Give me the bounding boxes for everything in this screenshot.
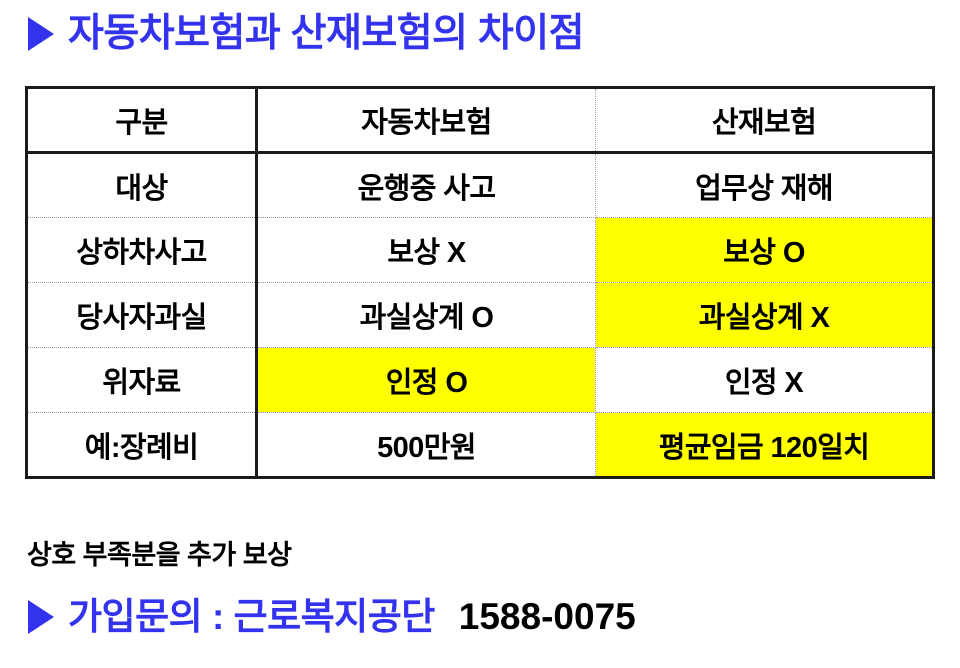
table-row: 위자료 인정 O 인정 X bbox=[25, 347, 935, 413]
contact-phone-number: 1588-0075 bbox=[458, 596, 636, 637]
cell-industrial-insurance: 인정 X bbox=[595, 347, 935, 413]
row-label: 예:장례비 bbox=[25, 412, 258, 479]
table-row: 상하차사고 보상 X 보상 O bbox=[25, 217, 935, 283]
cell-industrial-insurance: 보상 O bbox=[595, 217, 935, 283]
cell-auto-insurance: 운행중 사고 bbox=[255, 152, 596, 218]
column-header-category: 구분 bbox=[25, 86, 258, 154]
table-row: 당사자과실 과실상계 O 과실상계 X bbox=[25, 282, 935, 348]
comparison-table: 구분 자동차보험 산재보험 대상 운행중 사고 업무상 재해 상하차사고 보상 … bbox=[25, 86, 935, 479]
triangle-bullet-icon bbox=[28, 599, 54, 634]
cell-industrial-insurance: 업무상 재해 bbox=[595, 152, 935, 218]
table-header-row: 구분 자동차보험 산재보험 bbox=[25, 86, 935, 154]
cell-industrial-insurance: 평균임금 120일치 bbox=[595, 412, 935, 479]
triangle-bullet-icon bbox=[28, 16, 54, 51]
table-row: 예:장례비 500만원 평균임금 120일치 bbox=[25, 412, 935, 479]
page-title-text: 자동차보험과 산재보험의 차이점 bbox=[68, 12, 585, 55]
table-footnote: 상호 부족분을 추가 보상 bbox=[27, 540, 292, 570]
page-title: 자동차보험과 산재보험의 차이점 bbox=[28, 12, 585, 55]
column-header-industrial-insurance: 산재보험 bbox=[595, 86, 935, 154]
cell-auto-insurance: 인정 O bbox=[255, 347, 596, 413]
cell-auto-insurance: 500만원 bbox=[255, 412, 596, 479]
cell-auto-insurance: 보상 X bbox=[255, 217, 596, 283]
contact-line: 가입문의 : 근로복지공단 1588-0075 bbox=[28, 598, 636, 635]
row-label: 위자료 bbox=[25, 347, 258, 413]
table-row: 대상 운행중 사고 업무상 재해 bbox=[25, 152, 935, 218]
cell-industrial-insurance: 과실상계 X bbox=[595, 282, 935, 348]
cell-auto-insurance: 과실상계 O bbox=[255, 282, 596, 348]
contact-label: 가입문의 : 근로복지공단 bbox=[68, 596, 435, 637]
row-label: 당사자과실 bbox=[25, 282, 258, 348]
row-label: 대상 bbox=[25, 152, 258, 218]
column-header-auto-insurance: 자동차보험 bbox=[255, 86, 596, 154]
row-label: 상하차사고 bbox=[25, 217, 258, 283]
